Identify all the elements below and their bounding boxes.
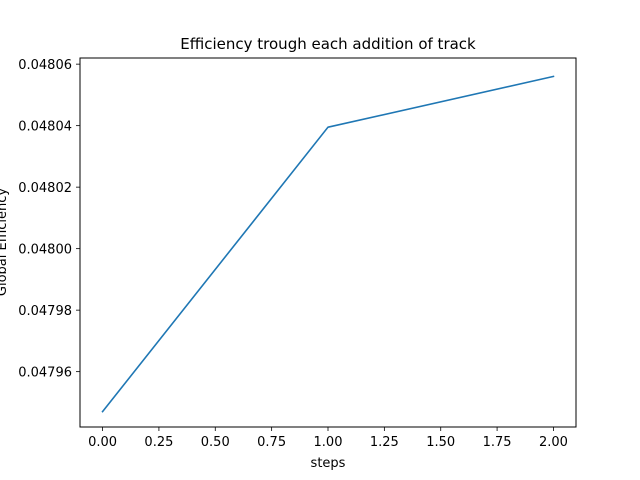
x-tick-label: 2.00 [539, 435, 568, 450]
x-tick-label: 0.75 [257, 435, 286, 450]
x-tick-label: 1.75 [483, 435, 512, 450]
axes-frame [79, 57, 577, 428]
series-line-0 [101, 75, 555, 413]
x-tick-label: 0.00 [88, 435, 117, 450]
y-tick-label: 0.04800 [18, 243, 72, 258]
plot-area: 0.00 0.25 0.50 0.75 1.00 1.25 1.50 1.75 2.00 0.04… [18, 57, 577, 450]
y-tick-label: 0.04796 [18, 366, 72, 381]
x-axis-label: steps [311, 456, 346, 471]
x-tick-label: 1.25 [370, 435, 399, 450]
x-tick-label: 1.50 [426, 435, 455, 450]
x-tick-label: 0.50 [201, 435, 230, 450]
chart-title: Efficiency trough each addition of track [180, 35, 476, 53]
y-tick-label: 0.04802 [18, 181, 72, 196]
y-axis-label: Global Efficiency [0, 188, 10, 297]
x-tick-label: 1.00 [314, 435, 343, 450]
x-tick-label: 0.25 [144, 435, 173, 450]
y-tick-label: 0.04798 [18, 304, 72, 319]
y-tick-label: 0.04804 [18, 120, 72, 135]
y-tick-label: 0.04806 [18, 58, 72, 73]
